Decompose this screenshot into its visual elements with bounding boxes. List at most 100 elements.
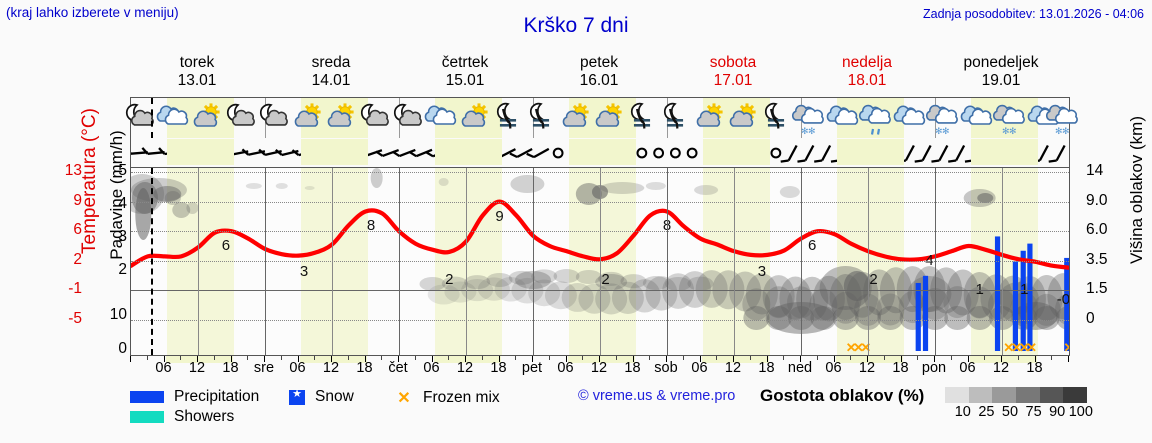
precipitation-tick: 5 <box>118 162 127 179</box>
time-tick <box>1017 356 1019 360</box>
wind-barb <box>1048 144 1066 163</box>
showers-swatch <box>130 411 164 423</box>
sun-cloud-icon <box>328 103 354 127</box>
day-header-1: torek 13.01 <box>130 54 264 90</box>
cloud-snow-icon: ✻ ✻ <box>993 104 1026 136</box>
cloud-icon <box>893 105 926 125</box>
time-axis-label: 18 <box>356 360 373 376</box>
time-axis-label: 06 <box>289 360 306 376</box>
wind-barb <box>669 147 681 159</box>
cloud-density-blob <box>966 306 993 330</box>
cloud-density-scale-label: 50 <box>1001 404 1019 420</box>
temperature-value-label: 6 <box>807 237 817 255</box>
moon-fog-icon <box>764 102 784 129</box>
time-axis-label: pet <box>521 360 543 376</box>
time-tick <box>917 356 919 360</box>
wind-barb <box>686 147 698 159</box>
daylight-band <box>836 356 904 363</box>
cloud-density-blob <box>843 271 870 301</box>
time-tick <box>582 356 584 360</box>
cloud-snow-icon: ✻ ✻ <box>792 104 825 136</box>
temperature-tick: 13 <box>64 162 82 179</box>
temperature-value-label: 1 <box>1020 280 1029 298</box>
copyright-label[interactable]: © vreme.us & vreme.pro <box>578 388 736 404</box>
precipitation-tick: 10 <box>109 306 127 323</box>
precipitation-layer: ✕✕✕✕✕✕✕✕ <box>846 236 1069 355</box>
time-tick <box>381 356 383 360</box>
cloud-density-blob <box>642 276 669 291</box>
day-separator <box>399 168 400 355</box>
precipitation-tick: 0 <box>118 340 127 357</box>
time-tick <box>280 356 282 360</box>
time-tick <box>833 356 835 362</box>
cloud-density-blob <box>553 269 580 284</box>
wind-barb <box>636 147 648 159</box>
cloud-density-blob <box>528 279 561 307</box>
moon-fog-icon <box>630 102 650 129</box>
day-date: 14.01 <box>311 72 351 89</box>
time-tick <box>967 356 969 362</box>
cloud-density-scale-label: 25 <box>978 404 995 420</box>
cloud-density-blob <box>464 275 491 290</box>
cloud-density-blob <box>687 276 714 291</box>
cloud-density-blob <box>765 306 792 330</box>
day-header-3: četrtek 15.01 <box>398 54 532 90</box>
time-tick <box>867 356 868 362</box>
cloud-density-blob <box>620 274 647 289</box>
precipitation-tick: 3 <box>118 228 127 245</box>
cloud-icon <box>424 105 457 125</box>
svg-text:✻: ✻ <box>1055 126 1063 136</box>
cloud-density-step <box>968 387 993 403</box>
cloud-density-blob <box>812 275 845 322</box>
frozen-mix-marker: ✕ <box>846 340 857 355</box>
cloud-density-blob <box>879 267 912 314</box>
cloud-density-blob <box>943 286 972 319</box>
cloud-density-blob <box>743 306 770 330</box>
time-tick <box>163 356 165 362</box>
svg-text:✻: ✻ <box>808 126 816 136</box>
time-tick <box>783 356 785 360</box>
cloud-density-blob <box>779 186 800 198</box>
cloud-density-legend-title: Gostota oblakov (%) <box>760 386 925 405</box>
time-tick <box>146 356 148 360</box>
time-tick <box>532 356 533 362</box>
cloud-height-tick: 9.0 <box>1086 191 1108 209</box>
time-axis-label: 12 <box>322 360 340 376</box>
vertical-gridline <box>1002 168 1003 355</box>
temperature-value-label: 3 <box>757 263 767 281</box>
wind-barb <box>780 144 798 163</box>
cloud-density-blob <box>796 276 829 322</box>
cloud-height-tick-labels: 14 9.0 6.0 3.5 1.5 0 <box>1078 0 1138 443</box>
cloud-density-blob <box>628 279 661 313</box>
day-name: petek <box>580 54 618 71</box>
cloud-density-blob <box>304 186 315 190</box>
day-header-7: ponedeljek 19.01 <box>934 54 1068 90</box>
day-name: četrtek <box>441 54 489 71</box>
moon-cloud-icon <box>360 103 389 126</box>
time-tick <box>431 356 433 362</box>
day-date: 16.01 <box>579 72 619 89</box>
day-separator <box>265 168 266 355</box>
day-header-2: sreda 14.01 <box>264 54 398 90</box>
cloud-density-scale-label: 90 <box>1049 404 1066 420</box>
cloud-density-blob <box>561 283 594 312</box>
time-tick <box>197 356 198 362</box>
current-time-marker <box>150 168 153 355</box>
temperature-tick: 6 <box>73 221 82 239</box>
legend-item-snow: Snow <box>289 387 354 406</box>
precipitation-bar <box>994 236 1001 351</box>
time-axis-label: 12 <box>456 360 474 376</box>
svg-text:✻: ✻ <box>1009 126 1017 136</box>
vertical-gridline <box>198 168 199 355</box>
cloud-icon <box>960 105 993 125</box>
daylight-band <box>167 139 235 165</box>
cloud-height-tick: 1.5 <box>1086 280 1108 298</box>
precipitation-bar <box>922 275 929 351</box>
svg-text:✻: ✻ <box>1062 126 1070 136</box>
wind-barb <box>392 148 416 158</box>
time-tick <box>883 356 885 360</box>
temperature-value-label: 1 <box>975 280 984 298</box>
day-header-4: petek 16.01 <box>532 54 666 90</box>
cloud-density-blob <box>913 266 946 313</box>
cloud-density-blob <box>531 269 558 284</box>
